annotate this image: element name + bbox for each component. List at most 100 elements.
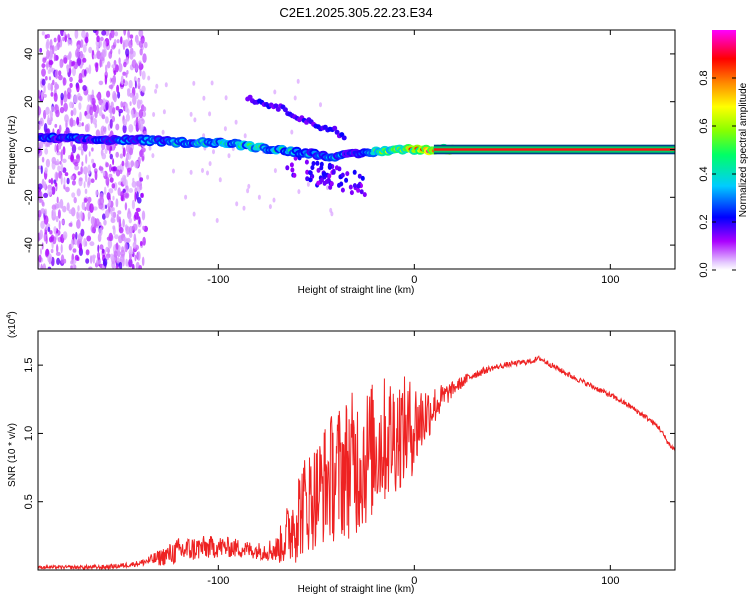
noise-dot bbox=[101, 248, 105, 254]
noise-dot bbox=[81, 30, 86, 38]
noise-dot bbox=[43, 233, 46, 242]
noise-dot bbox=[101, 114, 106, 120]
noise-dot bbox=[100, 125, 106, 135]
noise-dot bbox=[91, 226, 96, 234]
noise-dot bbox=[117, 91, 121, 99]
noise-dot bbox=[66, 177, 70, 185]
noise-dot bbox=[63, 177, 66, 186]
noise-dot bbox=[296, 78, 300, 84]
noise-dot bbox=[89, 241, 95, 247]
noise-dot bbox=[41, 78, 46, 86]
noise-dot bbox=[62, 36, 65, 42]
noise-dot bbox=[113, 70, 117, 76]
noise-dot bbox=[38, 124, 41, 130]
snr-series-line bbox=[38, 355, 675, 570]
noise-dot bbox=[146, 174, 150, 180]
noise-dot bbox=[139, 177, 144, 182]
noise-dot bbox=[67, 92, 71, 100]
noise-dot bbox=[53, 53, 57, 62]
noise-dot bbox=[66, 64, 70, 73]
noise-dot bbox=[102, 213, 106, 220]
noise-dot bbox=[58, 70, 62, 76]
noise-dot bbox=[41, 63, 46, 69]
branch-blob bbox=[345, 171, 350, 177]
branch-blob bbox=[320, 177, 324, 183]
noise-dot bbox=[67, 33, 70, 39]
noise-dot bbox=[105, 64, 108, 73]
noise-dot bbox=[108, 173, 113, 178]
spectrogram-marks bbox=[38, 30, 675, 269]
noise-dot bbox=[75, 231, 78, 240]
colorbar-tick-label: 0.0 bbox=[698, 262, 710, 277]
noise-dot bbox=[109, 145, 113, 152]
noise-dot bbox=[108, 188, 114, 194]
branch-blob bbox=[352, 183, 357, 189]
y-tick-label: -20 bbox=[23, 189, 35, 205]
y-tick-label: 0 bbox=[23, 146, 35, 152]
noise-dot bbox=[103, 186, 107, 195]
noise-dot bbox=[48, 60, 54, 66]
x-tick-label: 100 bbox=[601, 575, 619, 587]
noise-dot bbox=[112, 195, 115, 201]
noise-dot bbox=[133, 233, 137, 243]
noise-dot bbox=[49, 230, 53, 235]
noise-dot bbox=[119, 261, 123, 269]
noise-dot bbox=[62, 167, 67, 174]
snr-x-label: Height of straight line (km) bbox=[298, 584, 415, 595]
branch-blob bbox=[316, 180, 321, 186]
noise-dot bbox=[164, 82, 168, 88]
noise-dot bbox=[109, 164, 112, 173]
noise-dot bbox=[108, 199, 111, 207]
y-tick-label: 40 bbox=[23, 48, 35, 60]
noise-dot bbox=[128, 79, 133, 89]
noise-dot bbox=[111, 76, 116, 87]
noise-dot bbox=[247, 183, 251, 189]
noise-dot bbox=[125, 185, 129, 194]
noise-dot bbox=[99, 36, 104, 42]
noise-dot bbox=[45, 225, 48, 231]
noise-dot bbox=[235, 201, 239, 207]
noise-dot bbox=[80, 166, 83, 175]
branch-blob bbox=[304, 159, 309, 165]
noise-dot bbox=[43, 192, 49, 198]
noise-dot bbox=[118, 216, 121, 226]
noise-dot bbox=[62, 77, 67, 86]
noise-dot bbox=[90, 178, 95, 183]
noise-dot bbox=[193, 117, 197, 123]
noise-dot bbox=[43, 84, 46, 94]
noise-dot bbox=[60, 244, 63, 254]
noise-dot bbox=[102, 171, 106, 177]
noise-dot bbox=[60, 175, 63, 185]
noise-dot bbox=[208, 161, 212, 167]
noise-dot bbox=[101, 153, 107, 160]
noise-dot bbox=[59, 106, 65, 114]
noise-dot bbox=[192, 211, 196, 217]
noise-dot bbox=[107, 238, 113, 249]
noise-dot bbox=[134, 80, 137, 89]
noise-dot bbox=[54, 69, 59, 79]
noise-dot bbox=[95, 190, 98, 196]
noise-dot bbox=[113, 92, 117, 103]
noise-dot bbox=[63, 57, 68, 64]
noise-dot bbox=[103, 219, 107, 226]
noise-dot bbox=[85, 249, 90, 256]
noise-dot bbox=[184, 194, 188, 200]
noise-dot bbox=[40, 265, 44, 269]
noise-dot bbox=[208, 111, 212, 117]
noise-dot bbox=[98, 80, 104, 86]
noise-dot bbox=[99, 244, 104, 250]
noise-dot bbox=[94, 170, 98, 181]
noise-dot bbox=[96, 93, 101, 99]
noise-dot bbox=[109, 118, 113, 129]
noise-dot bbox=[151, 153, 155, 159]
branch-blob bbox=[273, 103, 279, 109]
noise-dot bbox=[110, 216, 115, 223]
noise-dot bbox=[91, 254, 96, 259]
noise-dot bbox=[128, 217, 132, 224]
noise-dot bbox=[43, 215, 49, 225]
noise-dot bbox=[81, 161, 84, 167]
colorbar-gradient bbox=[712, 30, 736, 270]
noise-dot bbox=[106, 61, 111, 69]
x-tick-label: 0 bbox=[411, 575, 417, 587]
noise-dot bbox=[131, 263, 135, 269]
